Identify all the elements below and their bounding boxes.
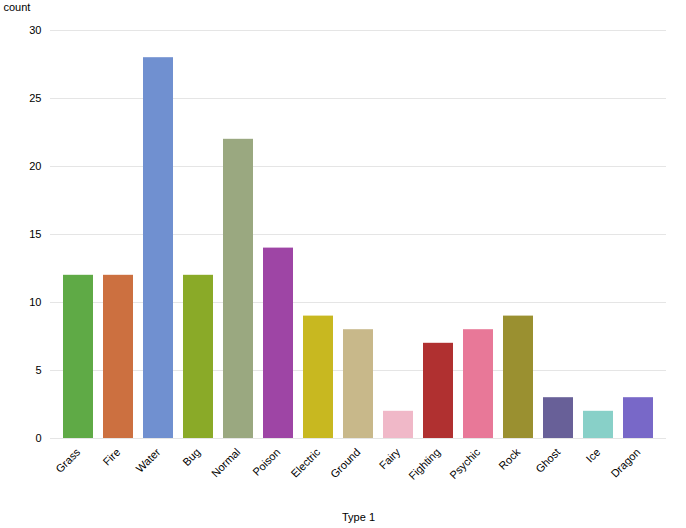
svg-text:Rock: Rock: [496, 445, 523, 472]
svg-text:20: 20: [29, 160, 41, 172]
svg-text:Ground: Ground: [328, 446, 362, 480]
svg-text:25: 25: [29, 92, 41, 104]
svg-text:Water: Water: [133, 446, 162, 475]
svg-text:30: 30: [29, 24, 41, 36]
svg-text:0: 0: [35, 432, 41, 444]
svg-text:count: count: [4, 1, 31, 13]
svg-text:Ghost: Ghost: [533, 446, 562, 475]
svg-text:10: 10: [29, 296, 41, 308]
svg-text:Grass: Grass: [53, 445, 83, 475]
svg-text:5: 5: [35, 364, 41, 376]
svg-text:Ice: Ice: [584, 446, 603, 465]
svg-text:Psychic: Psychic: [447, 445, 483, 481]
svg-text:Electric: Electric: [288, 445, 322, 479]
svg-text:15: 15: [29, 228, 41, 240]
svg-text:Fairy: Fairy: [377, 445, 403, 471]
svg-text:Fire: Fire: [101, 446, 123, 468]
svg-text:Fighting: Fighting: [406, 446, 442, 482]
svg-text:Normal: Normal: [209, 446, 243, 480]
svg-text:Poison: Poison: [250, 446, 282, 478]
svg-text:Dragon: Dragon: [608, 446, 642, 480]
svg-text:Type 1: Type 1: [342, 511, 375, 523]
svg-text:Bug: Bug: [180, 446, 202, 468]
